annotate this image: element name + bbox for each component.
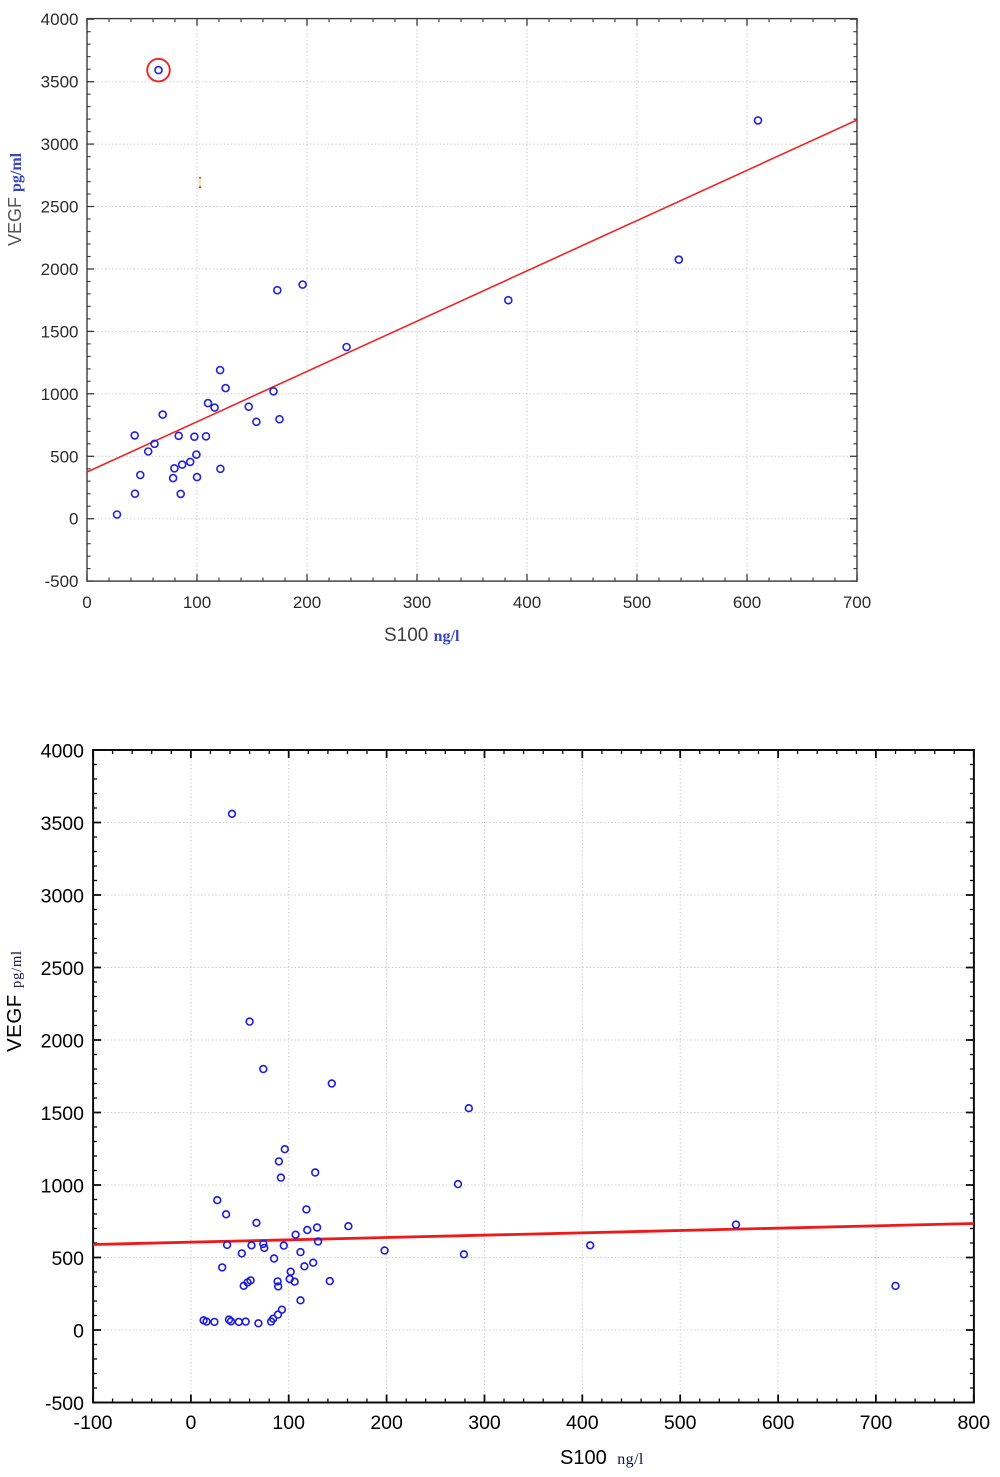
svg-text:500: 500 — [623, 593, 651, 612]
svg-text:0: 0 — [82, 593, 91, 612]
svg-text:700: 700 — [843, 593, 871, 612]
svg-text:300: 300 — [468, 1412, 501, 1434]
svg-text:700: 700 — [860, 1412, 893, 1434]
svg-text:-500: -500 — [44, 572, 78, 591]
svg-text:600: 600 — [733, 593, 761, 612]
svg-text:600: 600 — [762, 1412, 795, 1434]
svg-text:VEGF pg/ml: VEGF pg/ml — [5, 152, 25, 246]
svg-text:1000: 1000 — [41, 385, 79, 404]
svg-text:100: 100 — [183, 593, 211, 612]
svg-text:300: 300 — [403, 593, 431, 612]
svg-text:500: 500 — [50, 447, 78, 466]
svg-text:3500: 3500 — [41, 813, 85, 835]
svg-text:2500: 2500 — [41, 958, 85, 980]
svg-text:2000: 2000 — [41, 1030, 85, 1052]
svg-text:-500: -500 — [45, 1393, 84, 1415]
svg-text:400: 400 — [566, 1412, 599, 1434]
svg-text:3000: 3000 — [41, 135, 79, 154]
svg-text:200: 200 — [370, 1412, 403, 1434]
svg-text:1500: 1500 — [41, 322, 79, 341]
svg-text:3000: 3000 — [41, 885, 85, 907]
svg-text:4000: 4000 — [41, 10, 79, 29]
svg-text:400: 400 — [513, 593, 541, 612]
svg-text:500: 500 — [51, 1248, 84, 1270]
svg-text:0: 0 — [185, 1412, 196, 1434]
svg-text:200: 200 — [293, 593, 321, 612]
svg-text:0: 0 — [69, 510, 78, 529]
svg-text:100: 100 — [272, 1412, 305, 1434]
svg-text:1500: 1500 — [41, 1103, 85, 1125]
svg-text:3500: 3500 — [41, 73, 79, 92]
svg-text:S100 ng/l: S100 ng/l — [384, 625, 460, 646]
svg-text:500: 500 — [664, 1412, 697, 1434]
svg-text:2000: 2000 — [41, 260, 79, 279]
svg-text:800: 800 — [958, 1412, 991, 1434]
svg-text:0: 0 — [73, 1320, 84, 1342]
svg-text:4000: 4000 — [41, 740, 85, 762]
svg-text:VEGF pg/ml: VEGF pg/ml — [3, 950, 26, 1052]
svg-text:S100 ng/l: S100 ng/l — [560, 1447, 644, 1469]
svg-text:1000: 1000 — [41, 1175, 85, 1197]
svg-text:-100: -100 — [73, 1412, 112, 1434]
svg-text:2500: 2500 — [41, 198, 79, 217]
